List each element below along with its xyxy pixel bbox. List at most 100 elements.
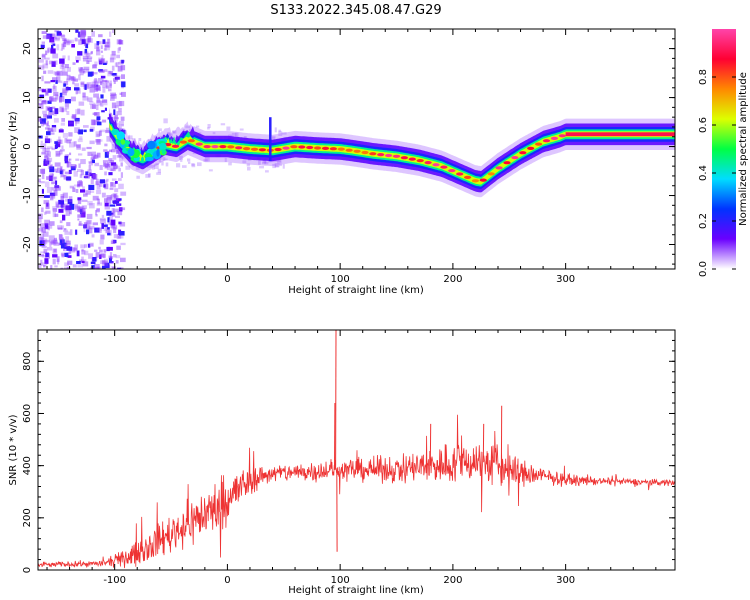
heatmap-cell xyxy=(53,241,59,245)
heatmap-cell xyxy=(51,126,57,132)
heatmap-cell xyxy=(104,41,111,48)
heatmap-cell xyxy=(47,107,53,111)
heatmap-cell xyxy=(111,94,117,99)
heatmap-cell xyxy=(68,120,74,127)
heatmap-cell xyxy=(116,111,122,116)
heatmap-cell xyxy=(56,95,59,101)
heatmap-cell xyxy=(208,169,213,172)
colorbar-tick-label: 0.0 xyxy=(698,261,709,277)
heatmap-cell xyxy=(100,81,103,86)
heatmap-cell xyxy=(272,163,276,169)
heatmap-cell xyxy=(53,111,57,116)
heatmap-cell xyxy=(94,227,100,233)
heatmap-cell xyxy=(102,79,108,83)
heatmap-cell xyxy=(102,62,107,65)
heatmap-cell xyxy=(46,33,50,38)
heatmap-cell xyxy=(63,81,69,86)
heatmap-cell xyxy=(274,163,280,168)
heatmap-cell xyxy=(151,165,155,170)
heatmap-cell xyxy=(154,136,157,139)
heatmap-cell xyxy=(96,41,100,46)
heatmap-cell xyxy=(49,37,55,43)
heatmap-cell xyxy=(53,60,58,65)
heatmap-cell xyxy=(282,164,285,169)
heatmap-cell xyxy=(72,62,76,65)
colorbar-label: Normalized spectral amplitude xyxy=(738,72,749,226)
heatmap-cell xyxy=(65,236,69,242)
heatmap-cell xyxy=(139,144,142,148)
heatmap-cell xyxy=(118,221,122,225)
heatmap-cell xyxy=(110,194,116,198)
heatmap-cell xyxy=(120,65,126,71)
heatmap-cell xyxy=(112,267,116,269)
heatmap-cell xyxy=(99,41,105,45)
heatmap-cell xyxy=(105,164,110,168)
spectrogram-y-tick-label: 20 xyxy=(22,42,33,55)
heatmap-cell xyxy=(55,80,58,84)
heatmap-cell xyxy=(90,190,95,193)
heatmap-cell xyxy=(119,121,124,126)
heatmap-cell xyxy=(182,165,187,168)
heatmap-cell xyxy=(52,206,57,211)
heatmap-cell xyxy=(115,181,118,184)
heatmap-cell xyxy=(274,164,279,168)
heatmap-cell xyxy=(109,31,112,37)
heatmap-cell xyxy=(112,193,118,197)
heatmap-cell xyxy=(58,129,64,133)
heatmap-cell xyxy=(65,243,71,247)
heatmap-cell xyxy=(106,151,110,155)
heatmap-cell xyxy=(46,115,52,119)
heatmap-cell xyxy=(104,261,108,265)
heatmap-cell xyxy=(65,102,70,108)
heatmap-cell xyxy=(93,267,99,269)
heatmap-cell xyxy=(45,91,49,95)
heatmap-cell xyxy=(62,42,67,48)
heatmap-cell xyxy=(49,192,56,197)
heatmap-cell xyxy=(62,55,66,59)
heatmap-cell xyxy=(85,220,91,225)
heatmap-cell xyxy=(113,109,116,115)
ridge-peak xyxy=(274,147,282,152)
heatmap-cell xyxy=(41,54,46,58)
heatmap-cell xyxy=(114,117,119,120)
heatmap-cell xyxy=(111,144,116,150)
spectrogram-x-tick-label: 300 xyxy=(556,274,575,285)
heatmap-cell xyxy=(41,173,45,180)
heatmap-cell xyxy=(89,172,92,177)
heatmap-cell xyxy=(103,99,108,106)
heatmap-cell xyxy=(100,94,104,99)
heatmap-cell xyxy=(79,174,83,178)
heatmap-cell xyxy=(87,71,93,77)
heatmap-cell xyxy=(136,175,140,179)
heatmap-cell xyxy=(123,140,131,145)
spectrogram-x-tick-label: 200 xyxy=(443,274,462,285)
heatmap-cell xyxy=(61,107,64,113)
heatmap-cell xyxy=(110,168,116,172)
heatmap-cell xyxy=(235,132,239,137)
heatmap-cell xyxy=(42,63,49,69)
heatmap-cell xyxy=(61,64,64,67)
heatmap-cell xyxy=(141,156,144,163)
heatmap-cell xyxy=(88,161,94,164)
snr-panel: -100 0 100 200 300 0 200 400 600 800 Height of st… xyxy=(8,329,676,596)
heatmap-cell xyxy=(93,93,99,98)
heatmap-cell xyxy=(109,187,114,190)
heatmap-cell xyxy=(116,131,125,141)
heatmap-cell xyxy=(112,208,119,213)
heatmap-cell xyxy=(119,207,126,211)
heatmap-cell xyxy=(61,225,64,230)
heatmap-cell xyxy=(44,88,51,91)
heatmap-cell xyxy=(100,219,106,224)
snr-x-tick-label: 0 xyxy=(224,575,230,586)
heatmap-cell xyxy=(111,178,117,181)
heatmap-cell xyxy=(46,33,53,39)
ridge-peak xyxy=(471,179,479,183)
heatmap-cell xyxy=(104,45,109,48)
heatmap-cell xyxy=(116,39,122,45)
heatmap-cell xyxy=(119,231,125,236)
heatmap-cell xyxy=(81,260,85,263)
heatmap-cell xyxy=(131,138,136,143)
heatmap-cell xyxy=(54,265,58,268)
heatmap-cell xyxy=(60,35,66,39)
heatmap-cell xyxy=(43,265,46,268)
